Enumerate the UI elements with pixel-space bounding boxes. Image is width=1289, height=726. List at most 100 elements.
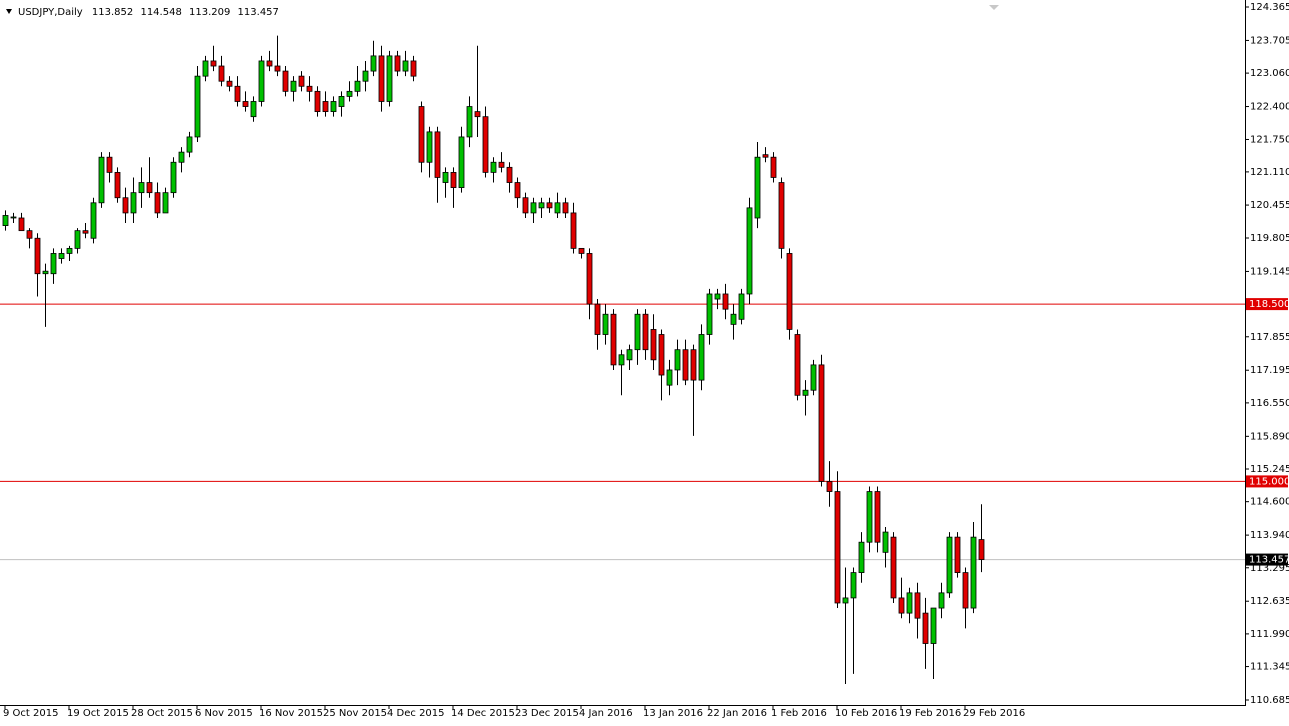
last-low: 113.209 bbox=[189, 7, 230, 18]
price-label: 113.457 bbox=[1249, 555, 1289, 566]
candle-body bbox=[762, 154, 769, 158]
candle-body bbox=[570, 212, 577, 249]
candle-body bbox=[330, 101, 337, 113]
candle-body bbox=[74, 230, 81, 249]
last-high: 114.548 bbox=[140, 7, 181, 18]
chart-title: USDJPY,Daily 113.852 114.548 113.209 113… bbox=[18, 7, 279, 18]
x-tick-label: 4 Jan 2016 bbox=[579, 708, 633, 719]
candle-body bbox=[962, 572, 969, 609]
candle-body bbox=[666, 369, 673, 386]
y-tick-label: 115.245 bbox=[1250, 464, 1289, 475]
candle-body bbox=[410, 60, 417, 77]
candle-body bbox=[738, 293, 745, 320]
candle-body bbox=[922, 612, 929, 644]
last-open: 113.852 bbox=[92, 7, 133, 18]
candle-body bbox=[586, 253, 593, 305]
candle-body bbox=[234, 85, 241, 102]
candle-body bbox=[50, 253, 57, 275]
candle-body bbox=[530, 202, 537, 214]
candle-body bbox=[162, 192, 169, 214]
candle-body bbox=[602, 313, 609, 335]
menu-arrow[interactable] bbox=[6, 9, 12, 14]
level-label-box bbox=[1246, 475, 1288, 488]
candle-body bbox=[362, 70, 369, 82]
x-tick-label: 19 Oct 2015 bbox=[67, 708, 129, 719]
candle-body bbox=[954, 536, 961, 573]
candle-body bbox=[946, 536, 953, 594]
x-tick-label: 4 Dec 2015 bbox=[387, 708, 445, 719]
x-tick-label: 29 Feb 2016 bbox=[963, 708, 1025, 719]
y-tick-label: 122.400 bbox=[1250, 102, 1289, 113]
candle-body bbox=[514, 182, 521, 199]
candle-body bbox=[978, 539, 985, 560]
candle-body bbox=[642, 313, 649, 351]
y-tick-label: 120.455 bbox=[1250, 200, 1289, 211]
candle-body bbox=[106, 156, 113, 173]
candle-body bbox=[442, 171, 449, 183]
candle-body bbox=[858, 541, 865, 573]
y-tick-label: 117.855 bbox=[1250, 332, 1289, 343]
candle-body bbox=[626, 349, 633, 361]
level-label: 115.000 bbox=[1249, 476, 1289, 487]
candle-body bbox=[282, 70, 289, 92]
candle-body bbox=[498, 161, 505, 168]
candle-body bbox=[82, 230, 89, 234]
x-tick-label: 1 Feb 2016 bbox=[771, 708, 827, 719]
candle-body bbox=[730, 313, 737, 325]
candle-body bbox=[2, 215, 9, 226]
candle-body bbox=[890, 536, 897, 599]
candle-body bbox=[370, 55, 377, 72]
candle-body bbox=[818, 364, 825, 482]
candle-body bbox=[930, 607, 937, 644]
candle-body bbox=[634, 313, 641, 351]
candle-body bbox=[826, 481, 833, 492]
x-tick-label: 9 Oct 2015 bbox=[3, 708, 58, 719]
candle-body bbox=[562, 202, 569, 214]
y-tick-label: 119.145 bbox=[1250, 266, 1289, 277]
y-tick-label: 110.685 bbox=[1250, 695, 1289, 706]
candle-body bbox=[26, 230, 33, 239]
candle-body bbox=[98, 156, 105, 204]
candle-body bbox=[314, 90, 321, 113]
candle-body bbox=[938, 592, 945, 609]
level-label-box bbox=[1246, 298, 1288, 311]
candle-body bbox=[906, 592, 913, 614]
symbol: USDJPY,Daily bbox=[18, 7, 83, 18]
candle-body bbox=[130, 192, 137, 214]
candle-body bbox=[34, 237, 41, 275]
candle-body bbox=[242, 101, 249, 107]
candle-body bbox=[490, 161, 497, 173]
x-tick-label: 13 Jan 2016 bbox=[643, 708, 703, 719]
candle-body bbox=[674, 349, 681, 371]
candle-body bbox=[754, 156, 761, 219]
candle-body bbox=[546, 202, 553, 209]
candle-body bbox=[706, 293, 713, 335]
candle-body bbox=[682, 349, 689, 381]
y-tick-label: 112.635 bbox=[1250, 596, 1289, 607]
y-tick-label: 111.990 bbox=[1250, 629, 1289, 640]
level-label: 118.500 bbox=[1249, 299, 1289, 310]
y-tick-label: 114.600 bbox=[1250, 497, 1289, 508]
candle-body bbox=[154, 192, 161, 214]
candle-body bbox=[202, 60, 209, 77]
candle-body bbox=[482, 116, 489, 173]
candle-body bbox=[338, 96, 345, 107]
candle-body bbox=[90, 202, 97, 239]
candle-body bbox=[770, 156, 777, 178]
candle-body bbox=[434, 131, 441, 178]
candle-body bbox=[594, 303, 601, 335]
y-tick-label: 123.705 bbox=[1250, 35, 1289, 46]
x-tick-label: 10 Feb 2016 bbox=[835, 708, 897, 719]
candle-body bbox=[114, 171, 121, 199]
candle-body bbox=[850, 572, 857, 599]
candle-body bbox=[186, 136, 193, 153]
candle-body bbox=[786, 253, 793, 330]
candle-body bbox=[306, 85, 313, 92]
candle-body bbox=[610, 313, 617, 366]
x-tick-label: 14 Dec 2015 bbox=[451, 708, 515, 719]
candle-body bbox=[10, 216, 17, 219]
candle-body bbox=[874, 491, 881, 543]
candle-body bbox=[346, 90, 353, 97]
